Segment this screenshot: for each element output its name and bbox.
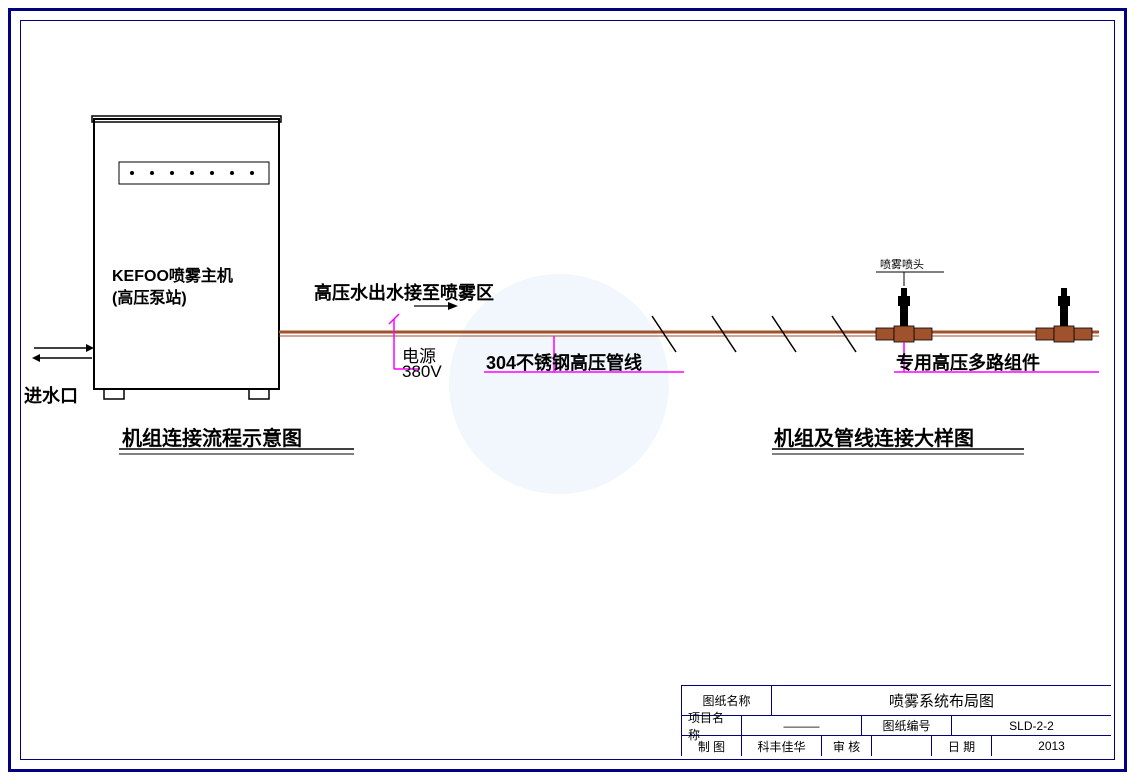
title-block: 图纸名称 喷雾系统布局图 项目名称 ——— 图纸编号 SLD-2-2 制 图 科… [681,685,1111,756]
tb-dwgno-value: SLD-2-2 [952,716,1111,735]
tb-project-value: ——— [742,716,862,735]
tb-dwgno-label: 图纸编号 [862,716,952,735]
tb-project-label: 项目名称 [682,716,742,735]
diagram-canvas: KEFOO喷雾主机 (高压泵站) 进水口 高压水出水接至喷雾区 电源 380V … [24,24,1111,756]
caption-right-underline [24,24,1111,756]
tb-date-label: 日 期 [932,736,992,756]
tb-check-value [872,736,932,756]
tb-drawing-name-value: 喷雾系统布局图 [772,686,1111,715]
tb-date-value: 2013 [992,736,1111,756]
tb-drawn-label: 制 图 [682,736,742,756]
tb-check-label: 审 核 [822,736,872,756]
tb-drawn-value: 科丰佳华 [742,736,822,756]
